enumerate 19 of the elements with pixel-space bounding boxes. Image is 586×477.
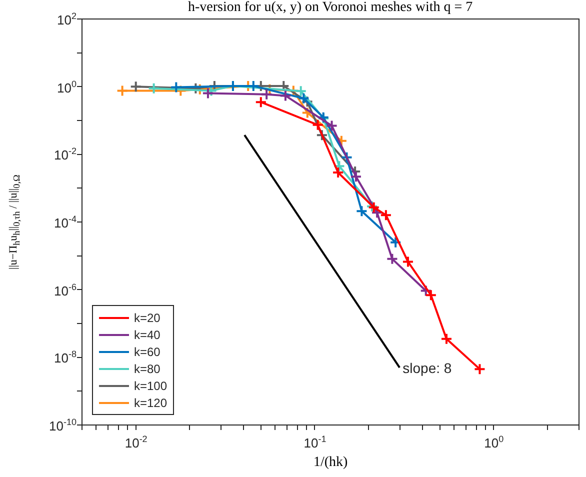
- y-tick-label: 10$^{-10}$: [49, 417, 76, 434]
- y-tick-label: 10$^{0}$: [57, 78, 76, 95]
- y-tick-label: 10$^{-4}$: [54, 214, 76, 230]
- legend-label: k=40: [134, 328, 160, 342]
- legend-label: k=120: [134, 396, 168, 410]
- y-tick-label: 10$^{-8}$: [54, 349, 76, 366]
- legend-label: k=100: [134, 378, 168, 392]
- legend-label: k=80: [134, 362, 160, 376]
- x-tick-label: 10$^{0}$: [484, 434, 504, 450]
- chart-title: h-version for u(x, y) on Voronoi meshes with q = 7: [188, 0, 473, 16]
- y-tick-label: 10$^{-6}$: [54, 282, 76, 298]
- x-tick-label: 10$^{-1}$: [304, 434, 326, 450]
- legend-label: k=60: [134, 344, 160, 358]
- annotation: slope: 8: [402, 360, 452, 376]
- x-axis-title: 1/(hk): [314, 455, 348, 471]
- y-tick-label: 10$^{2}$: [57, 11, 76, 28]
- y-tick-label: 10$^{-2}$: [54, 146, 76, 163]
- legend-label: k=20: [134, 310, 160, 324]
- x-tick-label: 10$^{-2}$: [124, 434, 148, 450]
